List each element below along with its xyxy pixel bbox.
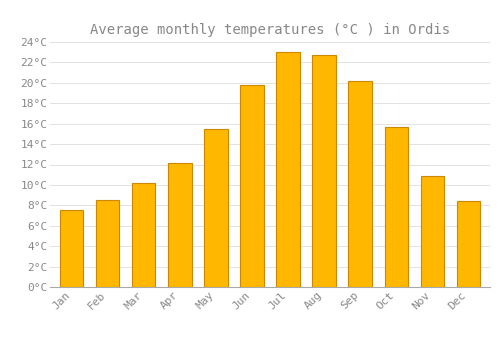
Bar	[456, 201, 480, 287]
Bar	[312, 55, 336, 287]
Bar	[420, 176, 444, 287]
Bar	[168, 163, 192, 287]
Bar	[348, 81, 372, 287]
Bar	[276, 52, 300, 287]
Bar	[96, 200, 120, 287]
Title: Average monthly temperatures (°C ) in Ordis: Average monthly temperatures (°C ) in Or…	[90, 23, 450, 37]
Bar	[132, 183, 156, 287]
Bar	[384, 127, 408, 287]
Bar	[204, 129, 228, 287]
Bar	[240, 85, 264, 287]
Bar	[60, 210, 84, 287]
